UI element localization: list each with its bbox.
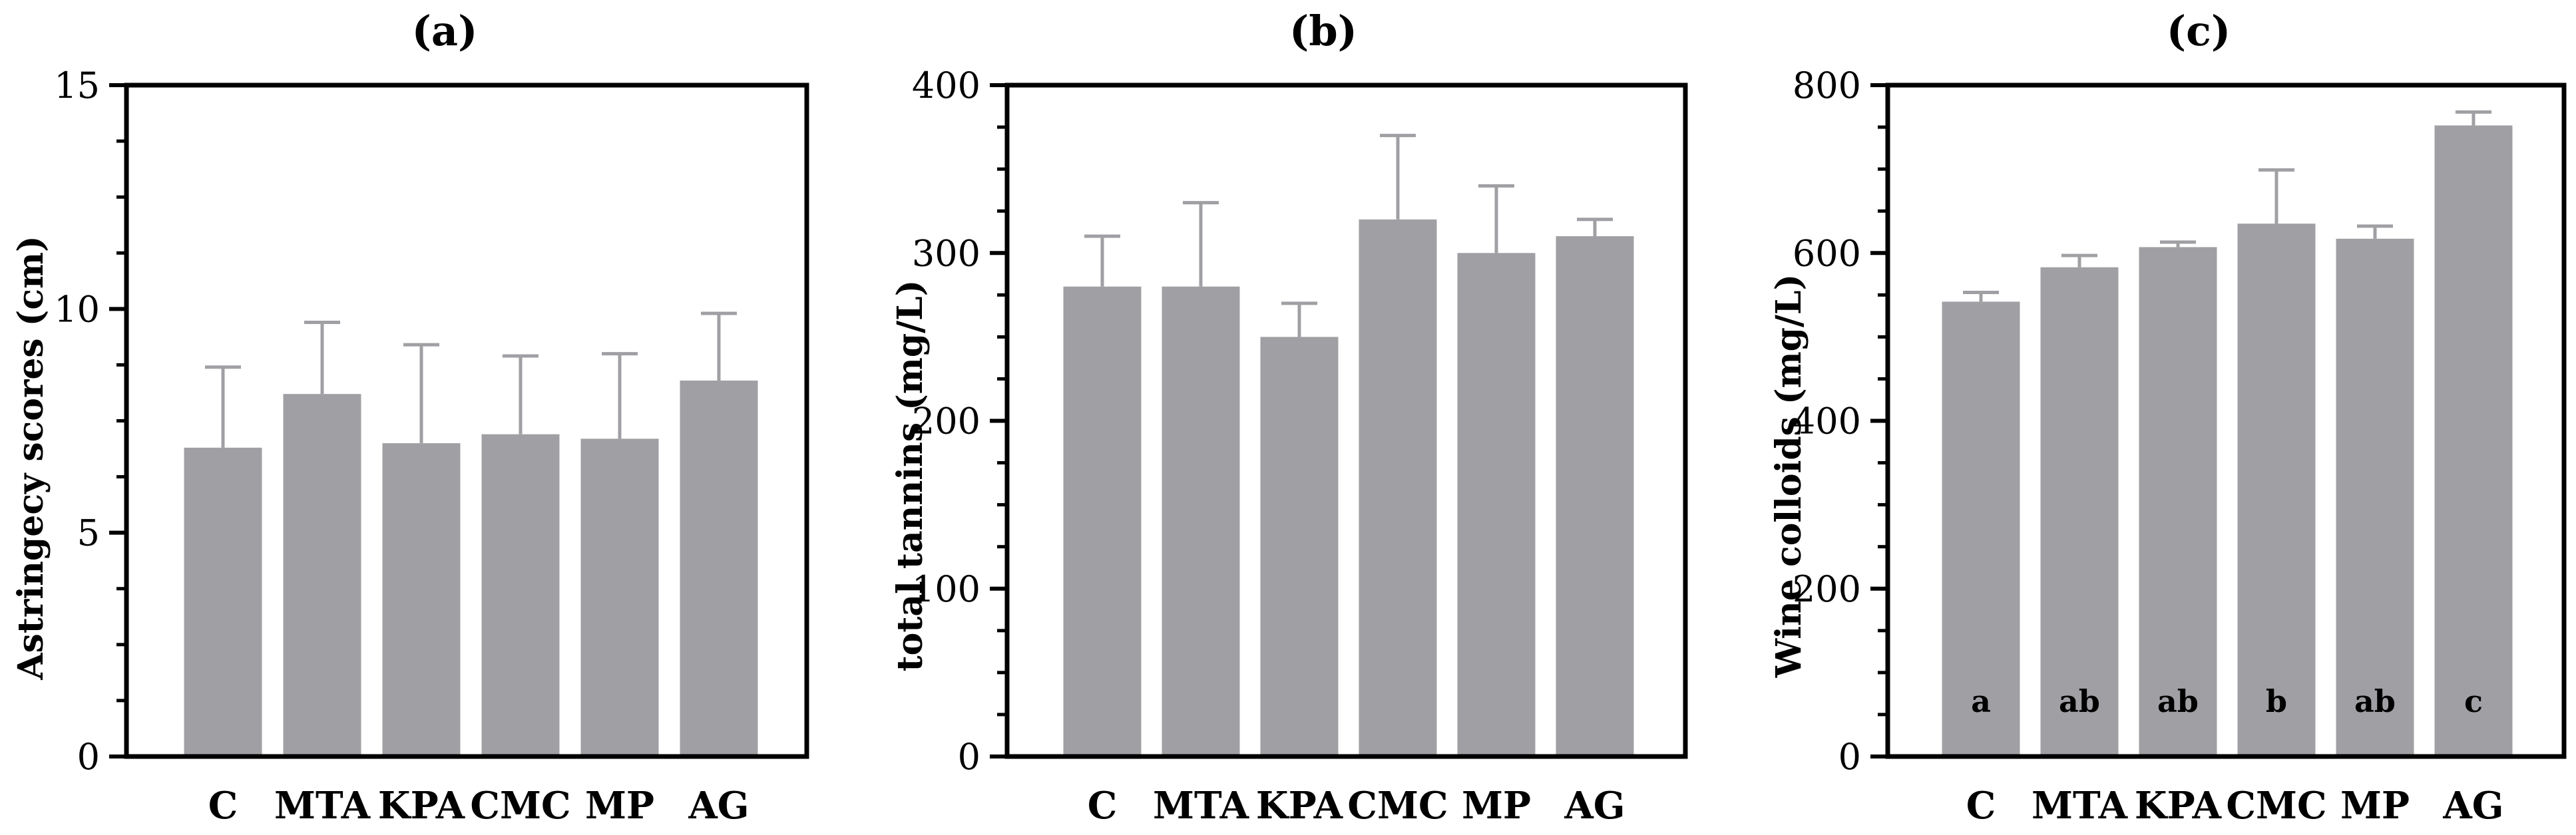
panel-c-y-tick-label: 400 [1793, 401, 1861, 442]
panel-a-bar-mta [283, 394, 361, 756]
panel-b-y-tick-label: 0 [958, 736, 980, 778]
panel-b-x-tick-label-kpa: KPA [1256, 784, 1344, 828]
panel-a-x-tick-label-c: C [208, 784, 238, 828]
panel-c-bar-mp [2336, 238, 2414, 757]
panel-b-marks: C MTA KPA CMC MP AG 0 100 200 300 400 [912, 65, 1688, 828]
panel-a-bar-ag [680, 380, 758, 756]
panel-b-y-tick-label: 100 [912, 568, 980, 610]
panel-b-bar-cmc [1359, 219, 1437, 756]
panel-c-x-tick-label-kpa: KPA [2135, 784, 2223, 828]
panel-b-x-tick-label-ag: AG [1564, 784, 1625, 828]
panel-a-x-tick-label-mp: MP [585, 784, 654, 828]
panel-a-bar-c [184, 447, 262, 756]
panel-b-x-tick-label-mta: MTA [1153, 784, 1250, 828]
panel-b-y-tick-label: 400 [912, 65, 980, 106]
panel-a-x-tick-label-mta: MTA [274, 784, 371, 828]
panel-c-significance-mp: ab [2354, 683, 2396, 719]
panel-b-bar-kpa [1260, 337, 1339, 756]
panel-b-bar-mp [1457, 253, 1536, 756]
panel-c-significance-kpa: ab [2157, 683, 2199, 719]
panel-c-x-tick-label-mta: MTA [2032, 784, 2129, 828]
panel-c-title: (c) [2167, 7, 2231, 55]
panel-c-y-tick-label: 800 [1793, 65, 1861, 106]
panel-c-x-tick-label-ag: AG [2442, 784, 2503, 828]
panel-a-y-tick-label: 0 [77, 736, 100, 778]
panel-a-x-tick-label-cmc: CMC [470, 784, 570, 828]
panel-c: (c) Wine colloids (mg/L) Ca MTA ab KPA ab CMC… [1769, 7, 2567, 828]
panel-a-bar-kpa [382, 443, 461, 756]
panel-b-bar-mta [1162, 286, 1240, 756]
panel-a-title: (a) [412, 7, 478, 55]
panel-c-bar-kpa [2139, 247, 2217, 756]
panel-c-bar-cmc [2237, 224, 2316, 756]
panel-b-x-tick-label-mp: MP [1462, 784, 1531, 828]
panel-c-marks: Ca MTA ab KPA ab CMC b MP ab AG c 0 200 400 600 800 [1793, 65, 2567, 828]
panel-a-marks: C MTA KPA CMC MP AG 0 5 10 15 [54, 65, 809, 828]
panel-a-y-axis-label: Astringecy scores (cm) [11, 236, 51, 680]
panel-b-x-tick-label-cmc: CMC [1347, 784, 1448, 828]
panel-b-y-tick-label: 200 [912, 401, 980, 442]
panel-c-y-tick-label: 0 [1838, 736, 1861, 778]
panel-a-y-tick-label: 10 [54, 288, 100, 330]
panel-a-bar-cmc [481, 434, 560, 756]
panel-b-y-axis-label: total tannins (mg/L) [890, 280, 931, 672]
panel-b: (b) total tannins (mg/L) C MTA KPA CMC MP AG 0… [890, 7, 1688, 828]
panel-c-bar-ag [2434, 125, 2513, 757]
panel-a-y-tick-label: 15 [54, 65, 100, 106]
panel-a-y-tick-label: 5 [77, 512, 100, 554]
panel-c-y-tick-label: 200 [1793, 568, 1861, 610]
panel-c-bar-c [1942, 301, 2020, 757]
panel-a: (a) Astringecy scores (cm) C MTA KPA CMC MP A… [11, 7, 809, 828]
panel-c-y-axis-label: Wine colloids (mg/L) [1769, 274, 1809, 678]
panel-b-bar-c [1063, 286, 1142, 756]
panel-a-bar-mp [580, 438, 659, 756]
panel-a-x-tick-label-kpa: KPA [378, 784, 466, 828]
panel-b-bar-ag [1556, 236, 1634, 756]
panel-c-x-tick-label-cmc: CMC [2226, 784, 2326, 828]
panel-c-x-tick-label-c: C [1966, 784, 1996, 828]
panel-c-x-tick-label-mp: MP [2340, 784, 2410, 828]
panel-c-y-tick-label: 600 [1793, 232, 1861, 274]
panel-c-significance-mta: ab [2059, 683, 2100, 719]
panel-c-significance-cmc: b [2266, 683, 2287, 719]
panel-a-x-tick-label-ag: AG [688, 784, 749, 828]
panel-c-significance-c: a [1971, 683, 1991, 719]
panel-c-significance-ag: c [2464, 683, 2483, 719]
panel-b-x-tick-label-c: C [1088, 784, 1118, 828]
panel-c-bar-mta [2040, 267, 2119, 756]
panel-b-title: (b) [1289, 7, 1357, 55]
panel-b-y-tick-label: 300 [912, 232, 980, 274]
